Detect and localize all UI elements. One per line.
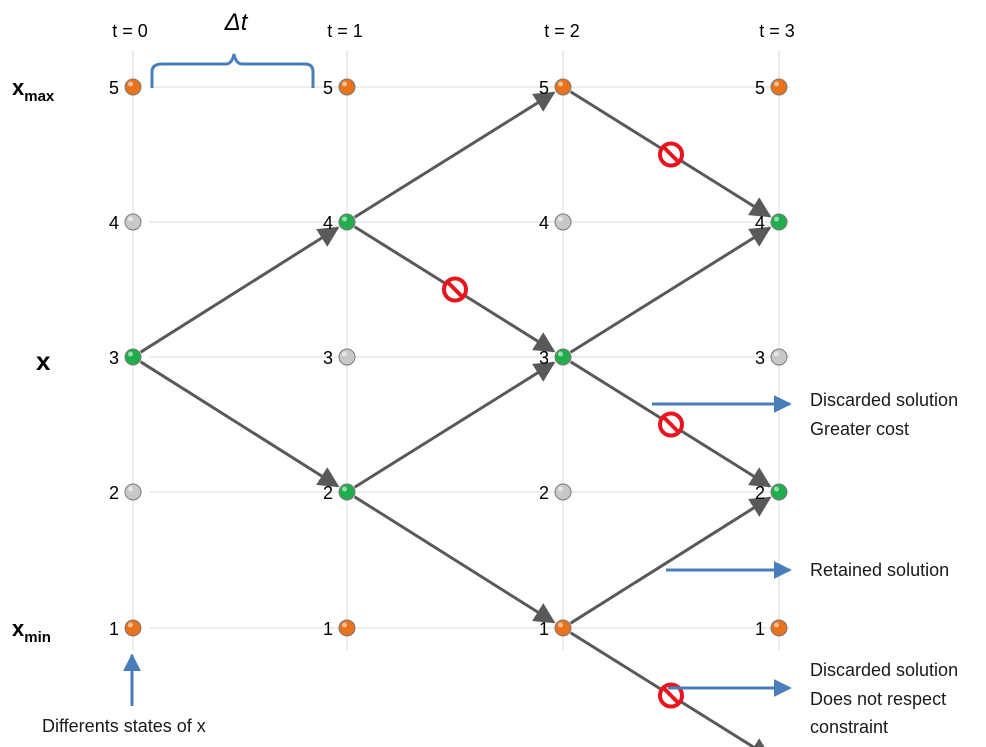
node-labels: 5 4 3 2 1 5 4 3 2 1 5 4 3 2 1 5 4 3 2 1 bbox=[109, 78, 765, 639]
node-t1-x2 bbox=[338, 483, 356, 501]
time-labels: t = 0 t = 1 t = 2 t = 3 bbox=[112, 21, 795, 41]
annotation-discarded-constraint: Discarded solution Does not respect cons… bbox=[668, 660, 958, 737]
axis-labels: xmax x xmin bbox=[12, 75, 55, 646]
edge-1 bbox=[139, 360, 340, 488]
state-label-t3-x4: 4 bbox=[755, 213, 765, 233]
discarded-constraint-line3: constraint bbox=[810, 717, 888, 737]
nodes bbox=[124, 78, 788, 637]
state-label-t1-x5: 5 bbox=[323, 78, 333, 98]
state-label-t0-x3: 3 bbox=[109, 348, 119, 368]
annotation-discarded-cost: Discarded solution Greater cost bbox=[652, 390, 958, 439]
x-min-label: xmin bbox=[12, 616, 51, 646]
forbidden-icon bbox=[658, 411, 684, 438]
brace-shape bbox=[150, 53, 315, 88]
node-t0-x3 bbox=[124, 348, 142, 366]
edge-5 bbox=[353, 495, 556, 624]
edge-7 bbox=[569, 226, 772, 354]
discarded-cost-line1: Discarded solution bbox=[810, 390, 958, 410]
node-t0-x5 bbox=[124, 78, 142, 96]
state-label-t2-x4: 4 bbox=[539, 213, 549, 233]
x-max-label: xmax bbox=[12, 75, 55, 105]
node-t3-x3 bbox=[770, 348, 788, 366]
node-t1-x1 bbox=[338, 619, 356, 637]
edge-9 bbox=[569, 496, 772, 625]
state-label-t3-x5: 5 bbox=[755, 78, 765, 98]
grid-lines bbox=[132, 50, 790, 650]
state-label-t2-x3: 3 bbox=[539, 348, 549, 368]
state-label-t1-x4: 4 bbox=[323, 213, 333, 233]
x-min-base: x bbox=[12, 616, 25, 641]
delta-t-label: Δt bbox=[224, 9, 249, 36]
state-label-t0-x5: 5 bbox=[109, 78, 119, 98]
edge-4 bbox=[353, 361, 556, 489]
states-caption: Differents states of x bbox=[42, 716, 206, 736]
time-label-3: t = 3 bbox=[759, 21, 795, 41]
state-label-t1-x3: 3 bbox=[323, 348, 333, 368]
state-label-t1-x1: 1 bbox=[323, 619, 333, 639]
x-max-base: x bbox=[12, 75, 25, 100]
edge-0 bbox=[139, 226, 340, 354]
state-label-t2-x1: 1 bbox=[539, 619, 549, 639]
annotation-retained: Retained solution bbox=[666, 560, 949, 580]
node-t2-x3 bbox=[554, 348, 572, 366]
node-t1-x4 bbox=[338, 213, 356, 231]
node-t3-x2 bbox=[770, 483, 788, 501]
discarded-constraint-line1: Discarded solution bbox=[810, 660, 958, 680]
state-label-t3-x3: 3 bbox=[755, 348, 765, 368]
state-label-t0-x2: 2 bbox=[109, 483, 119, 503]
retained-label: Retained solution bbox=[810, 560, 949, 580]
x-max-sub: max bbox=[24, 88, 55, 105]
state-label-t2-x5: 5 bbox=[539, 78, 549, 98]
forbidden-icon bbox=[658, 141, 684, 168]
node-t3-x4 bbox=[770, 213, 788, 231]
forbidden-icon bbox=[442, 276, 468, 303]
state-label-t0-x4: 4 bbox=[109, 213, 119, 233]
forbidden-icon bbox=[658, 682, 684, 709]
node-t3-x5 bbox=[770, 78, 788, 96]
state-label-t1-x2: 2 bbox=[323, 483, 333, 503]
node-t0-x2 bbox=[124, 483, 142, 501]
x-min-sub: min bbox=[24, 629, 51, 646]
annotation-states: Differents states of x bbox=[42, 653, 206, 736]
node-t2-x5 bbox=[554, 78, 572, 96]
x-main-label: x bbox=[36, 346, 51, 376]
node-t0-x4 bbox=[124, 213, 142, 231]
state-label-t3-x1: 1 bbox=[755, 619, 765, 639]
state-label-t0-x1: 1 bbox=[109, 619, 119, 639]
node-t2-x2 bbox=[554, 483, 572, 501]
node-t2-x4 bbox=[554, 213, 572, 231]
time-label-0: t = 0 bbox=[112, 21, 148, 41]
node-t1-x5 bbox=[338, 78, 356, 96]
state-label-t3-x2: 2 bbox=[755, 483, 765, 503]
node-t3-x1 bbox=[770, 619, 788, 637]
state-label-t2-x2: 2 bbox=[539, 483, 549, 503]
delta-t-brace: Δt bbox=[150, 9, 315, 88]
node-t1-x3 bbox=[338, 348, 356, 366]
time-label-1: t = 1 bbox=[327, 21, 363, 41]
forbidden-markers bbox=[442, 141, 684, 709]
edge-2 bbox=[353, 91, 556, 219]
discarded-cost-line2: Greater cost bbox=[810, 419, 909, 439]
discarded-constraint-line2: Does not respect bbox=[810, 689, 946, 709]
node-t0-x1 bbox=[124, 619, 142, 637]
time-label-2: t = 2 bbox=[544, 21, 580, 41]
node-t2-x1 bbox=[554, 619, 572, 637]
